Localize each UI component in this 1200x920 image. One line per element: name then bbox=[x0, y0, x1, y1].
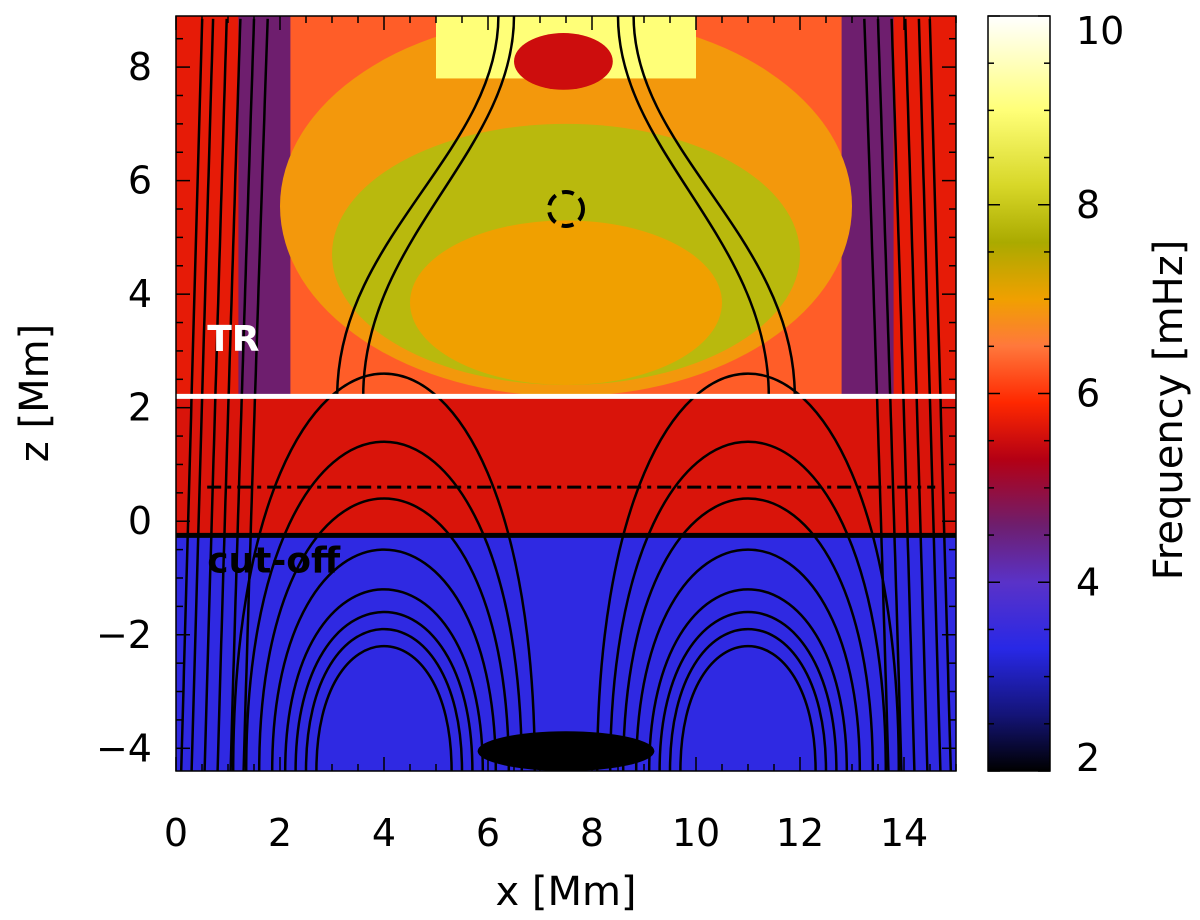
marker-dashed-circle bbox=[547, 190, 585, 229]
x-tick-label: 2 bbox=[268, 811, 292, 855]
field-line-loop-left-4 bbox=[283, 588, 485, 771]
y-tick-label: −4 bbox=[96, 726, 152, 770]
field-line-loop-right-1 bbox=[608, 440, 888, 771]
plot-annotations: TR cut-off bbox=[207, 190, 585, 581]
x-tick-label: 10 bbox=[672, 811, 720, 855]
y-tick-label: −2 bbox=[96, 613, 152, 657]
colorbar-tick-label: 8 bbox=[1076, 183, 1100, 227]
field-line-upper-1 bbox=[361, 16, 516, 397]
y-tick-label: 2 bbox=[128, 386, 152, 430]
field-line-loop-right-0 bbox=[595, 372, 901, 771]
colorbar-tick-label: 10 bbox=[1076, 9, 1124, 53]
x-tick-label: 12 bbox=[776, 811, 824, 855]
y-tick-label: 8 bbox=[128, 45, 152, 89]
field-line-loop-left-5 bbox=[294, 611, 474, 771]
field-line-upper-3 bbox=[616, 16, 771, 397]
heatmap-region-core-orange bbox=[410, 220, 722, 385]
annotation-tr: TR bbox=[207, 319, 259, 360]
field-line-loop-left-3 bbox=[270, 548, 498, 771]
x-tick-label: 8 bbox=[580, 811, 604, 855]
y-axis-title: z [Mm] bbox=[12, 324, 58, 462]
heatmap-region-top-red-blob bbox=[514, 33, 613, 90]
x-tick-label: 4 bbox=[372, 811, 396, 855]
field-line-upper-0 bbox=[335, 16, 500, 397]
field-line-loop-left-7 bbox=[315, 644, 453, 771]
field-line-loop-left-1 bbox=[244, 440, 524, 771]
field-line-loop-left-6 bbox=[304, 627, 464, 771]
colorbar-tick-label: 2 bbox=[1076, 736, 1100, 780]
heatmap-regions bbox=[176, 16, 956, 771]
field-line-loop-right-6 bbox=[668, 627, 828, 771]
horizontal-reference-lines bbox=[176, 393, 956, 538]
field-line-loop-right-7 bbox=[679, 644, 817, 771]
y-tick-label: 4 bbox=[128, 272, 152, 316]
annotation-cutoff: cut-off bbox=[207, 540, 341, 581]
colorbar-title: Frequency [mHz] bbox=[1146, 240, 1192, 581]
field-line-loop-left-0 bbox=[231, 372, 537, 771]
y-tick-label: 0 bbox=[128, 499, 152, 543]
x-tick-label: 6 bbox=[476, 811, 500, 855]
x-tick-label: 0 bbox=[164, 811, 188, 855]
colorbar: 2 4 6 8 10 Frequency [mHz] bbox=[987, 9, 1192, 780]
field-line-upper-2 bbox=[632, 16, 797, 397]
heatmap-region-chromosphere-red bbox=[176, 396, 956, 536]
x-tick-label: 14 bbox=[880, 811, 928, 855]
y-tick-label: 6 bbox=[128, 159, 152, 203]
field-line-loop-right-5 bbox=[658, 611, 838, 771]
x-axis-title: x [Mm] bbox=[495, 869, 636, 915]
x-axis-ticks: 0 2 4 6 8 10 12 14 bbox=[164, 16, 957, 855]
field-line-loop-right-2 bbox=[621, 497, 875, 771]
colorbar-ticks: 2 4 6 8 10 bbox=[988, 9, 1124, 780]
y-axis-ticks: −4 −2 0 2 4 6 8 bbox=[96, 37, 956, 770]
colorbar-tick-label: 6 bbox=[1076, 372, 1100, 416]
field-line-loop-left-2 bbox=[257, 497, 511, 771]
colorbar-tick-label: 4 bbox=[1076, 560, 1100, 604]
field-line-loop-right-3 bbox=[634, 548, 862, 771]
field-line-loop-right-4 bbox=[647, 588, 849, 771]
